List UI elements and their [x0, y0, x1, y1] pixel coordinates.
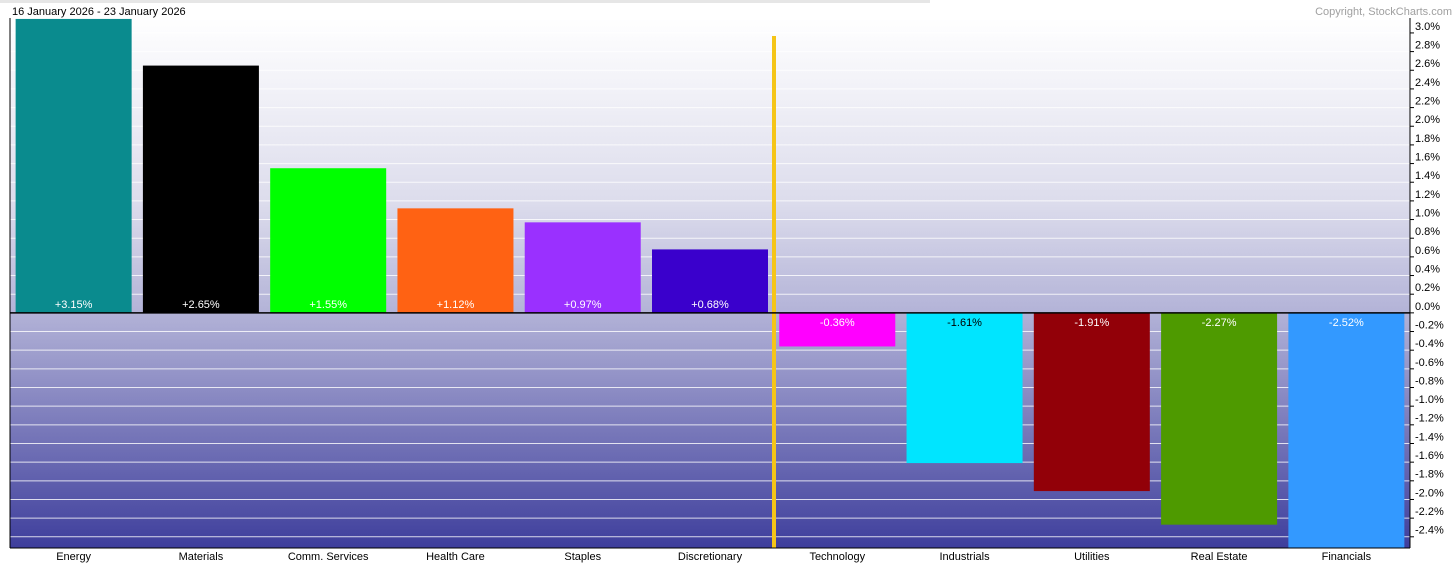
bar	[524, 222, 641, 313]
x-tick-label: Real Estate	[1191, 551, 1248, 563]
value-label: +0.68%	[691, 299, 729, 311]
x-tick-label: Utilities	[1074, 551, 1110, 563]
value-label: +3.15%	[55, 299, 93, 311]
y-tick-label: 2.0%	[1415, 114, 1440, 126]
value-label: +1.12%	[437, 299, 475, 311]
y-tick-label: 0.8%	[1415, 226, 1440, 238]
y-tick-label: -2.0%	[1415, 487, 1444, 499]
y-tick-label: 1.0%	[1415, 207, 1440, 219]
y-tick-label: -0.4%	[1415, 338, 1444, 350]
bar	[270, 168, 387, 313]
y-tick-label: 2.2%	[1415, 95, 1440, 107]
value-label: +0.97%	[564, 299, 602, 311]
x-tick-label: Energy	[56, 551, 91, 563]
x-tick-label: Financials	[1322, 551, 1372, 563]
y-tick-label: 1.2%	[1415, 189, 1440, 201]
x-tick-label: Comm. Services	[288, 551, 369, 563]
value-label: -2.27%	[1202, 317, 1237, 329]
copyright: Copyright, StockCharts.com	[1315, 6, 1452, 18]
y-tick-label: -1.6%	[1415, 450, 1444, 462]
bar	[15, 18, 132, 313]
y-tick-label: 0.4%	[1415, 263, 1440, 275]
y-tick-label: 0.6%	[1415, 245, 1440, 257]
bar	[779, 312, 896, 347]
x-tick-label: Industrials	[939, 551, 990, 563]
value-label: -1.61%	[947, 317, 982, 329]
y-tick-label: -0.2%	[1415, 319, 1444, 331]
x-tick-label: Health Care	[426, 551, 485, 563]
value-label: +1.55%	[309, 299, 347, 311]
y-tick-label: -1.2%	[1415, 413, 1444, 425]
value-label: -2.52%	[1329, 317, 1364, 329]
y-tick-label: -2.4%	[1415, 525, 1444, 537]
y-tick-label: 0.0%	[1415, 301, 1440, 313]
x-tick-label: Technology	[809, 551, 865, 563]
y-tick-label: -0.8%	[1415, 375, 1444, 387]
bar	[1161, 312, 1278, 525]
toolbar	[0, 0, 930, 3]
y-tick-label: 1.4%	[1415, 170, 1440, 182]
value-label: -1.91%	[1074, 317, 1109, 329]
value-label: +2.65%	[182, 299, 220, 311]
x-tick-label: Discretionary	[678, 551, 743, 563]
y-tick-label: -2.2%	[1415, 506, 1444, 518]
x-tick-label: Materials	[179, 551, 224, 563]
value-label: -0.36%	[820, 317, 855, 329]
bar	[1033, 312, 1150, 492]
y-tick-label: 1.6%	[1415, 151, 1440, 163]
bar	[906, 312, 1023, 464]
y-tick-label: 2.4%	[1415, 77, 1440, 89]
date-range: 16 January 2026 - 23 January 2026	[12, 6, 186, 18]
y-tick-label: -1.4%	[1415, 431, 1444, 443]
bar	[142, 65, 259, 313]
bar	[652, 249, 768, 313]
y-tick-label: -0.6%	[1415, 357, 1444, 369]
y-tick-label: 0.2%	[1415, 282, 1440, 294]
y-tick-label: 3.0%	[1415, 21, 1440, 33]
x-tick-label: Staples	[564, 551, 601, 563]
y-tick-label: 1.8%	[1415, 133, 1440, 145]
y-tick-label: 2.8%	[1415, 39, 1440, 51]
y-tick-label: 2.6%	[1415, 58, 1440, 70]
bar	[1288, 312, 1405, 548]
y-tick-label: -1.0%	[1415, 394, 1444, 406]
y-tick-label: -1.8%	[1415, 469, 1444, 481]
bar	[397, 208, 514, 313]
